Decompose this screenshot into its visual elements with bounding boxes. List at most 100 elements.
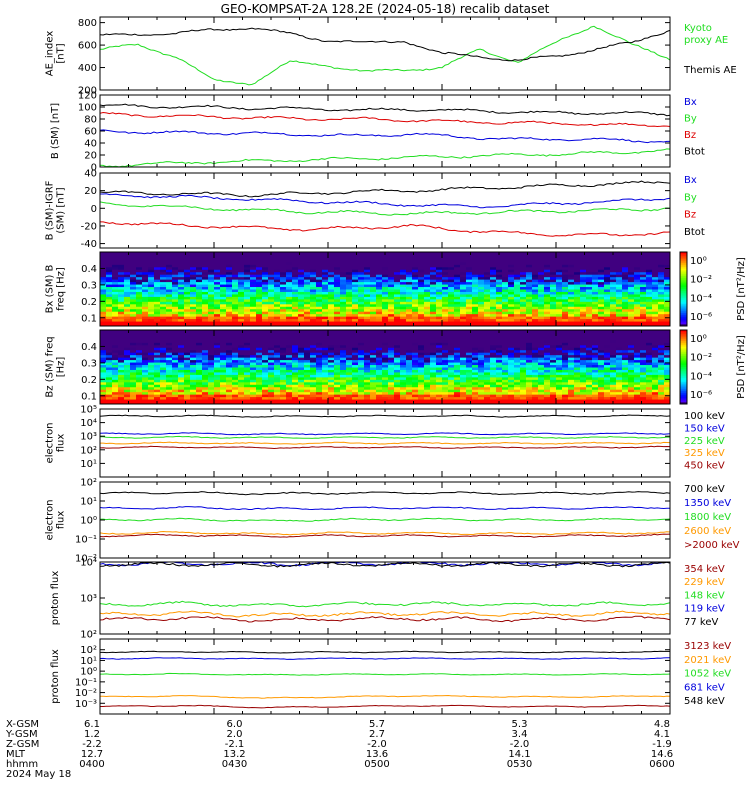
spectrogram-cell: [448, 394, 455, 398]
spectrogram-cell: [496, 389, 503, 393]
spectrogram-cell: [178, 289, 185, 292]
spectrogram-cell: [178, 286, 185, 290]
spectrogram-cell: [628, 261, 635, 265]
spectrogram-cell: [196, 306, 203, 310]
spectrogram-cell: [340, 337, 347, 341]
spectrogram-cell: [202, 301, 209, 305]
spectrogram-cell: [346, 362, 353, 366]
spectrogram-cell: [478, 379, 485, 383]
spectrogram-cell: [412, 349, 419, 353]
spectrogram-cell: [226, 308, 233, 312]
spectrogram-cell: [508, 259, 515, 263]
spectrogram-cell: [640, 298, 647, 302]
spectrogram-cell: [382, 296, 389, 300]
colorbar-step: [680, 263, 687, 266]
spectrogram-cell: [190, 352, 197, 356]
spectrogram-cell: [244, 264, 251, 268]
spectrogram-cell: [358, 264, 365, 268]
spectrogram-cell: [532, 308, 539, 312]
spectrogram-cell: [178, 276, 185, 280]
spectrogram-cell: [496, 344, 503, 348]
spectrogram-cell: [196, 316, 203, 320]
spectrogram-cell: [412, 286, 419, 290]
spectrogram-cell: [628, 281, 635, 285]
spectrogram-cell: [106, 254, 113, 258]
spectrogram-cell: [424, 357, 431, 361]
spectrogram-cell: [412, 252, 419, 255]
spectrogram-cell: [466, 261, 473, 265]
spectrogram-cell: [148, 261, 155, 265]
spectrogram-cell: [502, 347, 509, 351]
spectrogram-cell: [292, 359, 299, 363]
spectrogram-cell: [412, 362, 419, 366]
spectrogram-cell: [328, 384, 335, 388]
spectrogram-cell: [208, 354, 215, 358]
spectrogram-cell: [520, 286, 527, 290]
spectrogram-cell: [394, 349, 401, 353]
spectrogram-cell: [424, 354, 431, 358]
spectrogram-cell: [226, 396, 233, 400]
spectrogram-cell: [328, 291, 335, 295]
spectrogram-cell: [436, 374, 443, 378]
spectrogram-cell: [268, 316, 275, 320]
spectrogram-cell: [244, 261, 251, 265]
spectrogram-cell: [622, 318, 629, 322]
spectrogram-cell: [130, 339, 137, 343]
spectrogram-cell: [538, 296, 545, 300]
spectrogram-cell: [202, 311, 209, 315]
spectrogram-cell: [556, 252, 563, 255]
spectrogram-cell: [538, 293, 545, 297]
spectrogram-cell: [388, 337, 395, 341]
spectrogram-cell: [502, 259, 509, 263]
spectrogram-cell: [142, 354, 149, 358]
spectrogram-cell: [262, 384, 269, 388]
spectrogram-cell: [178, 401, 185, 404]
spectrogram-cell: [472, 376, 479, 380]
colorbar-tick-label: 10⁻²: [690, 275, 712, 286]
spectrogram-cell: [172, 339, 179, 343]
spectrogram-cell: [568, 291, 575, 295]
spectrogram-cell: [226, 339, 233, 343]
spectrogram-cell: [382, 264, 389, 268]
spectrogram-cell: [286, 396, 293, 400]
spectrogram-cell: [568, 303, 575, 307]
spectrogram-cell: [640, 293, 647, 297]
spectrogram-cell: [160, 298, 167, 302]
spectrogram-cell: [214, 369, 221, 373]
spectrogram-cell: [166, 337, 173, 341]
spectrogram-cell: [124, 354, 131, 358]
spectrogram-cell: [100, 269, 107, 273]
spectrogram-cell: [472, 254, 479, 258]
spectrogram-cell: [472, 401, 479, 404]
spectrogram-cell: [154, 367, 161, 370]
spectrogram-cell: [154, 289, 161, 292]
spectrogram-cell: [610, 289, 617, 292]
spectrogram-cell: [484, 323, 491, 326]
spectrogram-cell: [646, 286, 653, 290]
spectrogram-cell: [298, 279, 305, 283]
spectrogram-cell: [400, 394, 407, 398]
spectrogram-cell: [328, 354, 335, 358]
spectrogram-cell: [310, 359, 317, 363]
colorbar-step: [680, 277, 687, 281]
spectrogram-cell: [232, 321, 239, 325]
spectrogram-cell: [628, 316, 635, 320]
spectrogram-cell: [430, 369, 437, 373]
spectrogram-cell: [502, 364, 509, 368]
spectrogram-cell: [436, 399, 443, 403]
spectrogram-cell: [376, 323, 383, 326]
spectrogram-cell: [388, 334, 395, 338]
spectrogram-cell: [262, 254, 269, 258]
spectrogram-cell: [148, 396, 155, 400]
spectrogram-cell: [574, 303, 581, 307]
spectrogram-cell: [466, 298, 473, 302]
spectrogram-cell: [376, 349, 383, 353]
spectrogram-cell: [352, 269, 359, 273]
spectrogram-cell: [466, 279, 473, 283]
spectrogram-cell: [280, 274, 287, 278]
spectrogram-cell: [598, 291, 605, 295]
spectrogram-cell: [556, 286, 563, 290]
colorbar-step: [680, 311, 687, 314]
spectrogram-cell: [484, 303, 491, 307]
spectrogram-cell: [106, 396, 113, 400]
